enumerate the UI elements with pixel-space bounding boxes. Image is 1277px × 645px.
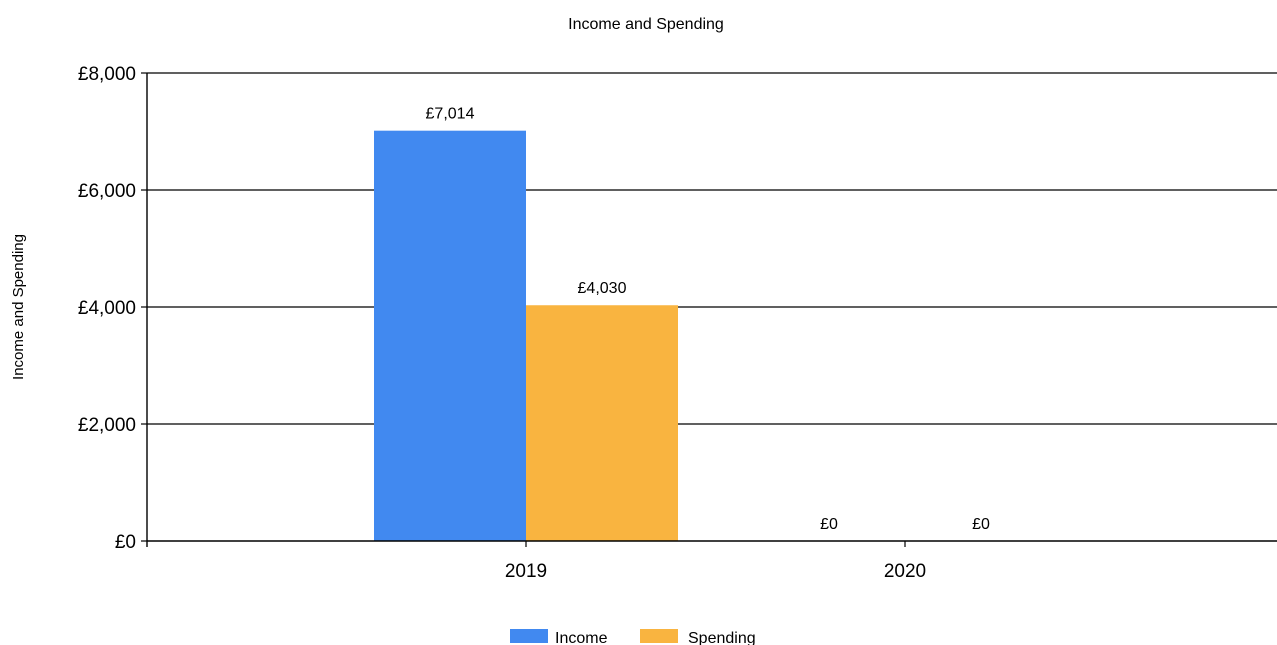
legend-item-spending: Spending <box>640 629 756 645</box>
data-label: £0 <box>820 516 838 533</box>
y-tick-label: £2,000 <box>78 415 136 436</box>
data-labels: £7,014 £0 £4,030 £0 <box>426 106 990 533</box>
y-tick-label: £0 <box>115 532 136 553</box>
data-label: £4,030 <box>578 280 627 297</box>
chart-title: Income and Spending <box>568 16 724 33</box>
bar-income-2019 <box>374 130 526 541</box>
legend-item-income: Income <box>510 629 608 645</box>
bars <box>374 130 678 541</box>
y-tick-label: £4,000 <box>78 298 136 319</box>
x-tick-label: 2020 <box>884 561 926 582</box>
bar-spending-2019 <box>526 305 678 541</box>
y-tick-label: £8,000 <box>78 64 136 85</box>
data-label: £7,014 <box>426 106 475 123</box>
gridlines <box>147 72 1277 425</box>
data-label: £0 <box>972 516 990 533</box>
axes: £0 £2,000 £4,000 £6,000 £8,000 2019 2020 <box>78 64 1277 582</box>
x-tick-label: 2019 <box>505 561 547 582</box>
legend-label: Income <box>555 630 608 645</box>
legend-label: Spending <box>688 630 756 645</box>
legend: Income Spending <box>510 629 756 645</box>
y-tick-label: £6,000 <box>78 181 136 202</box>
y-axis-label: Income and Spending <box>10 234 27 380</box>
legend-swatch <box>510 629 548 643</box>
legend-swatch <box>640 629 678 643</box>
